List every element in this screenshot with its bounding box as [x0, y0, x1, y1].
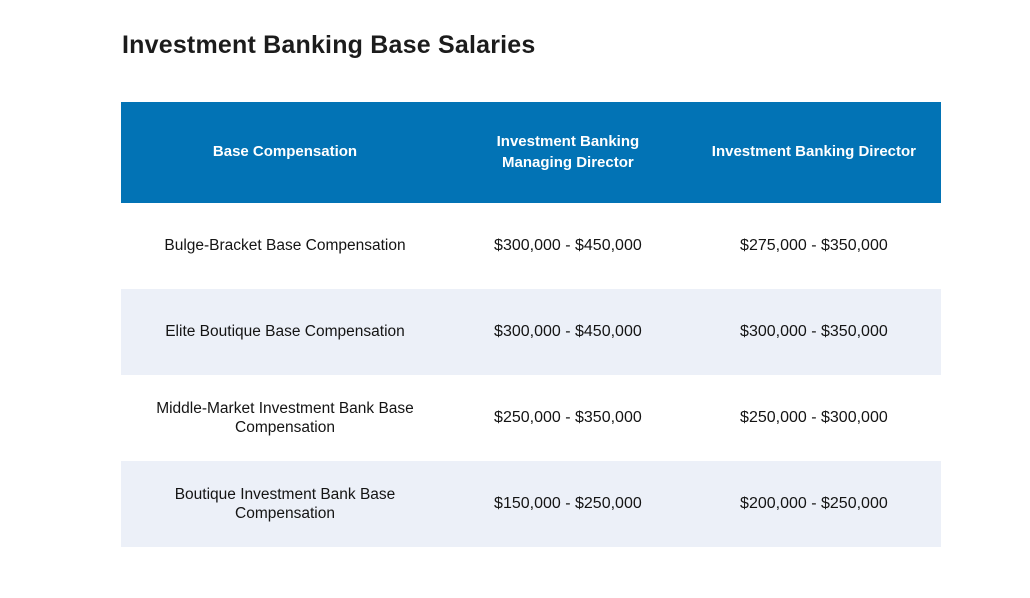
salary-range: $300,000 - $450,000: [494, 323, 642, 340]
director-salary-cell: $250,000 - $300,000: [687, 375, 941, 461]
salary-range: $275,000 - $350,000: [740, 237, 888, 254]
page-title: Investment Banking Base Salaries: [122, 31, 536, 59]
row-label-cell: Middle-Market Investment Bank Base Compe…: [121, 375, 449, 461]
row-label-cell: Bulge-Bracket Base Compensation: [121, 203, 449, 289]
column-header-base-compensation: Base Compensation: [121, 102, 449, 203]
column-header-director: Investment Banking Director: [687, 102, 941, 203]
table-row-elite-boutique: Elite Boutique Base Compensation $300,00…: [121, 289, 941, 375]
salary-range: $300,000 - $350,000: [740, 323, 888, 340]
salary-table: Base Compensation Investment Banking Man…: [121, 102, 941, 547]
salary-range: $200,000 - $250,000: [740, 495, 888, 512]
column-header-label: Base Compensation: [212, 143, 358, 161]
row-label: Bulge-Bracket Base Compensation: [164, 237, 406, 255]
salary-range: $150,000 - $250,000: [494, 495, 642, 512]
row-label-cell: Elite Boutique Base Compensation: [121, 289, 449, 375]
managing-director-salary-cell: $300,000 - $450,000: [449, 289, 687, 375]
row-label: Middle-Market Investment Bank Base Compe…: [156, 399, 414, 436]
salary-range: $250,000 - $350,000: [494, 409, 642, 426]
column-header-label: Investment Banking Managing Director: [496, 133, 640, 171]
director-salary-cell: $300,000 - $350,000: [687, 289, 941, 375]
managing-director-salary-cell: $300,000 - $450,000: [449, 203, 687, 289]
salary-range: $300,000 - $450,000: [494, 237, 642, 254]
row-label: Elite Boutique Base Compensation: [165, 323, 405, 341]
table-row-middle-market: Middle-Market Investment Bank Base Compe…: [121, 375, 941, 461]
table-header-row: Base Compensation Investment Banking Man…: [121, 102, 941, 203]
table-row-bulge-bracket: Bulge-Bracket Base Compensation $300,000…: [121, 203, 941, 289]
column-header-managing-director: Investment Banking Managing Director: [449, 102, 687, 203]
salary-range: $250,000 - $300,000: [740, 409, 888, 426]
row-label: Boutique Investment Bank Base Compensati…: [174, 485, 396, 522]
table-row-boutique: Boutique Investment Bank Base Compensati…: [121, 461, 941, 547]
column-header-label: Investment Banking Director: [711, 143, 916, 161]
managing-director-salary-cell: $150,000 - $250,000: [449, 461, 687, 547]
row-label-cell: Boutique Investment Bank Base Compensati…: [121, 461, 449, 547]
director-salary-cell: $200,000 - $250,000: [687, 461, 941, 547]
managing-director-salary-cell: $250,000 - $350,000: [449, 375, 687, 461]
director-salary-cell: $275,000 - $350,000: [687, 203, 941, 289]
